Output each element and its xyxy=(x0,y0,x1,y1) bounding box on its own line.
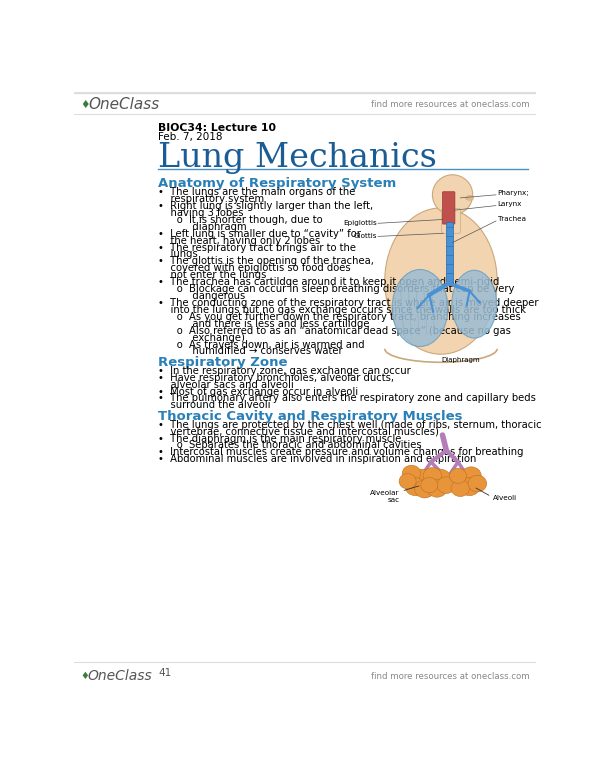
Text: •  In the respiratory zone, gas exchange can occur: • In the respiratory zone, gas exchange … xyxy=(158,366,411,376)
Text: ♦: ♦ xyxy=(80,671,89,681)
Text: find more resources at oneclass.com: find more resources at oneclass.com xyxy=(371,100,530,109)
Bar xyxy=(74,92,536,93)
Text: Thoracic Cavity and Respiratory Muscles: Thoracic Cavity and Respiratory Muscles xyxy=(158,410,462,423)
Text: into the lungs but no gas exchange occurs since the walls are too thick: into the lungs but no gas exchange occur… xyxy=(158,305,526,315)
Text: exchange): exchange) xyxy=(158,333,245,343)
Ellipse shape xyxy=(459,477,480,496)
Text: Alveoli: Alveoli xyxy=(493,495,517,501)
Text: ♦: ♦ xyxy=(80,100,90,109)
Text: •  Most of gas exchange occur in alveoli: • Most of gas exchange occur in alveoli xyxy=(158,387,358,397)
Text: dangerous: dangerous xyxy=(158,291,245,301)
Text: Larynx: Larynx xyxy=(497,201,522,207)
Text: diaphragm: diaphragm xyxy=(158,222,247,232)
Text: •  The trachea has cartildge around it to keep it open and semi-rigid: • The trachea has cartildge around it to… xyxy=(158,277,499,287)
Ellipse shape xyxy=(453,469,474,489)
Text: Feb. 7, 2018: Feb. 7, 2018 xyxy=(158,132,223,142)
Text: •  Right lung is slightly larger than the left,: • Right lung is slightly larger than the… xyxy=(158,201,373,211)
Text: respiratory system: respiratory system xyxy=(158,194,264,204)
Text: surround the alveoli: surround the alveoli xyxy=(158,400,271,410)
Text: Respiratory Zone: Respiratory Zone xyxy=(158,356,287,369)
Ellipse shape xyxy=(427,479,447,497)
Bar xyxy=(446,222,453,283)
Text: having 3 lobes: having 3 lobes xyxy=(158,208,243,218)
Text: •  The lungs are protected by the chest well (made of ribs, sternum, thoracic: • The lungs are protected by the chest w… xyxy=(158,420,541,430)
Text: covered with epiglottis so food does: covered with epiglottis so food does xyxy=(158,263,350,273)
FancyBboxPatch shape xyxy=(443,192,455,224)
Text: o  It is shorter though, due to: o It is shorter though, due to xyxy=(158,215,322,225)
Text: o  Blockage can occur in sleep breathing disorders that can be very: o Blockage can occur in sleep breathing … xyxy=(158,284,515,294)
Text: •  The glottis is the opening of the trachea,: • The glottis is the opening of the trac… xyxy=(158,256,374,266)
Text: OneClass: OneClass xyxy=(87,669,152,683)
Text: Lung Mechanics: Lung Mechanics xyxy=(158,142,437,174)
Text: the heart, having only 2 lobes: the heart, having only 2 lobes xyxy=(158,236,320,246)
Text: Epiglottis: Epiglottis xyxy=(343,219,377,226)
Text: lungs: lungs xyxy=(158,249,198,259)
Text: Anatomy of Respiratory System: Anatomy of Respiratory System xyxy=(158,177,396,190)
Text: •  The diaphragm is the main respiratory muscle: • The diaphragm is the main respiratory … xyxy=(158,434,402,444)
Ellipse shape xyxy=(402,465,421,482)
Text: find more resources at oneclass.com: find more resources at oneclass.com xyxy=(371,671,530,681)
Ellipse shape xyxy=(392,270,448,346)
Text: Diaphragm: Diaphragm xyxy=(441,357,480,363)
Ellipse shape xyxy=(468,475,487,492)
Text: and there is less and less cartilidge: and there is less and less cartilidge xyxy=(158,319,369,329)
Ellipse shape xyxy=(449,468,466,484)
Text: OneClass: OneClass xyxy=(88,97,159,112)
Text: humidified → conserves water: humidified → conserves water xyxy=(158,346,343,357)
Ellipse shape xyxy=(405,477,425,496)
Text: Pharynx;: Pharynx; xyxy=(497,190,529,196)
Text: 41: 41 xyxy=(158,668,171,678)
Text: •  Left lung is smaller due to “cavity” for: • Left lung is smaller due to “cavity” f… xyxy=(158,229,361,239)
Ellipse shape xyxy=(385,208,497,354)
Text: •  Abdominal muscles are involved in inspiration and expiration: • Abdominal muscles are involved in insp… xyxy=(158,454,477,464)
Text: o  Separates the thoracic and abdominal cavities: o Separates the thoracic and abdominal c… xyxy=(158,440,422,450)
Ellipse shape xyxy=(466,196,474,200)
Text: Trachea: Trachea xyxy=(497,216,525,223)
Ellipse shape xyxy=(415,480,435,498)
Text: •  Have respiratory bronchioles, alveolar ducts,: • Have respiratory bronchioles, alveolar… xyxy=(158,373,394,383)
Ellipse shape xyxy=(411,469,433,489)
Ellipse shape xyxy=(399,474,416,489)
Text: Alveolar
sac: Alveolar sac xyxy=(370,490,400,503)
Text: •  The lungs are the main organs of the: • The lungs are the main organs of the xyxy=(158,187,355,197)
Ellipse shape xyxy=(452,270,497,338)
Text: BIOC34: Lecture 10: BIOC34: Lecture 10 xyxy=(158,123,276,133)
Ellipse shape xyxy=(430,469,451,489)
Ellipse shape xyxy=(421,477,438,493)
Text: o  As you get further down the respiratory tract, branching increases: o As you get further down the respirator… xyxy=(158,312,521,322)
Text: o  Also referred to as an “anatomical dead space” (because no gas: o Also referred to as an “anatomical dea… xyxy=(158,326,511,336)
Ellipse shape xyxy=(423,467,441,484)
Text: not enter the lungs: not enter the lungs xyxy=(158,270,267,280)
Text: vertebrae, connective tissue and intercostal muscles): vertebrae, connective tissue and interco… xyxy=(158,427,439,437)
Text: o  As travels down, air is warmed and: o As travels down, air is warmed and xyxy=(158,340,365,350)
Text: Glottis: Glottis xyxy=(353,233,377,239)
Text: alveolar sacs and alveoli: alveolar sacs and alveoli xyxy=(158,380,294,390)
Ellipse shape xyxy=(451,480,469,497)
Text: •  The respiratory tract brings air to the: • The respiratory tract brings air to th… xyxy=(158,243,356,253)
FancyBboxPatch shape xyxy=(441,209,461,233)
Text: •  The pulmonary artery also enters the respiratory zone and capillary beds: • The pulmonary artery also enters the r… xyxy=(158,393,536,403)
Ellipse shape xyxy=(437,477,456,494)
Ellipse shape xyxy=(461,467,481,485)
Text: •  The conducting zone of the respiratory tract is where air is moved deeper: • The conducting zone of the respiratory… xyxy=(158,298,538,308)
Ellipse shape xyxy=(433,175,472,215)
Text: •  Intercostal muscles create pressure and volume changes for breathing: • Intercostal muscles create pressure an… xyxy=(158,447,524,457)
